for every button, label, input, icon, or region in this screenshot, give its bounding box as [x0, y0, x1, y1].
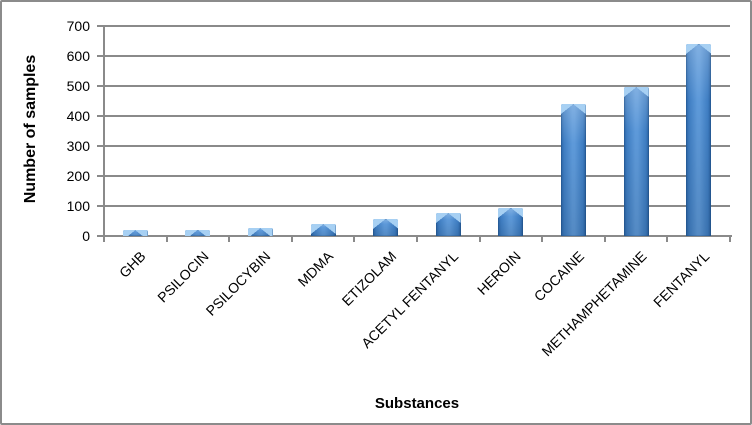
category-label: ETIZOLAM: [338, 248, 400, 309]
gridline: [104, 205, 730, 207]
bar-ghb: [122, 230, 148, 236]
plot-area: [104, 25, 730, 236]
bar-psilocin: [185, 230, 211, 236]
category-label: COCAINE: [530, 248, 587, 305]
gridline: [104, 25, 730, 27]
category-label: FENTANYL: [649, 248, 713, 311]
bar-heroin: [498, 208, 524, 236]
category-label: METHAMPHETAMINE: [538, 248, 650, 360]
gridline: [104, 175, 730, 177]
bar-mdma: [310, 224, 336, 236]
y-axis-line: [103, 25, 105, 238]
y-tick-mark: [97, 175, 104, 177]
gridline: [104, 145, 730, 147]
x-tick-mark: [478, 235, 481, 242]
bar-psilocybin: [248, 228, 273, 236]
bar-methamphetamine: [623, 87, 649, 236]
y-tick-label: 300: [66, 138, 90, 154]
x-tick-mark: [603, 235, 606, 242]
y-tick-mark: [97, 25, 104, 27]
x-tick-mark: [103, 235, 105, 242]
x-tick-mark: [416, 235, 418, 242]
y-tick-mark: [97, 85, 104, 87]
y-tick-label: 200: [66, 168, 90, 184]
y-tick-label: 600: [66, 48, 90, 64]
y-tick-mark: [97, 235, 104, 237]
bar-etizolam: [373, 219, 399, 236]
y-tick-label: 100: [66, 198, 90, 214]
x-tick-mark: [228, 235, 231, 242]
y-tick-label: 700: [66, 18, 90, 34]
x-tick-mark: [541, 235, 544, 242]
x-axis-title: Substances: [374, 395, 460, 412]
gridline: [104, 115, 730, 117]
x-tick-mark: [165, 235, 168, 242]
x-tick-mark: [353, 235, 356, 242]
y-tick-mark: [97, 145, 104, 147]
bar-cocaine: [561, 104, 586, 236]
y-tick-mark: [97, 205, 104, 207]
y-axis-title: Number of samples: [22, 54, 39, 204]
bar-fentanyl: [686, 44, 712, 236]
x-tick-mark: [729, 235, 731, 242]
x-tick-mark: [666, 235, 669, 242]
bar-acetyl-fentanyl: [435, 213, 461, 236]
category-label: PSILOCYBIN: [203, 248, 274, 319]
x-tick-mark: [290, 235, 293, 242]
y-tick-mark: [97, 55, 104, 57]
category-label: PSILOCIN: [153, 248, 212, 306]
gridline: [104, 55, 730, 57]
gridline: [104, 85, 730, 87]
y-tick-label: 400: [66, 108, 90, 124]
category-label: MDMA: [294, 248, 337, 290]
x-axis-line: [97, 235, 732, 237]
category-label: HEROIN: [474, 248, 525, 298]
y-tick-mark: [97, 115, 104, 117]
category-label: GHB: [115, 248, 149, 281]
y-tick-label: 0: [82, 228, 90, 244]
y-tick-label: 500: [66, 78, 90, 94]
